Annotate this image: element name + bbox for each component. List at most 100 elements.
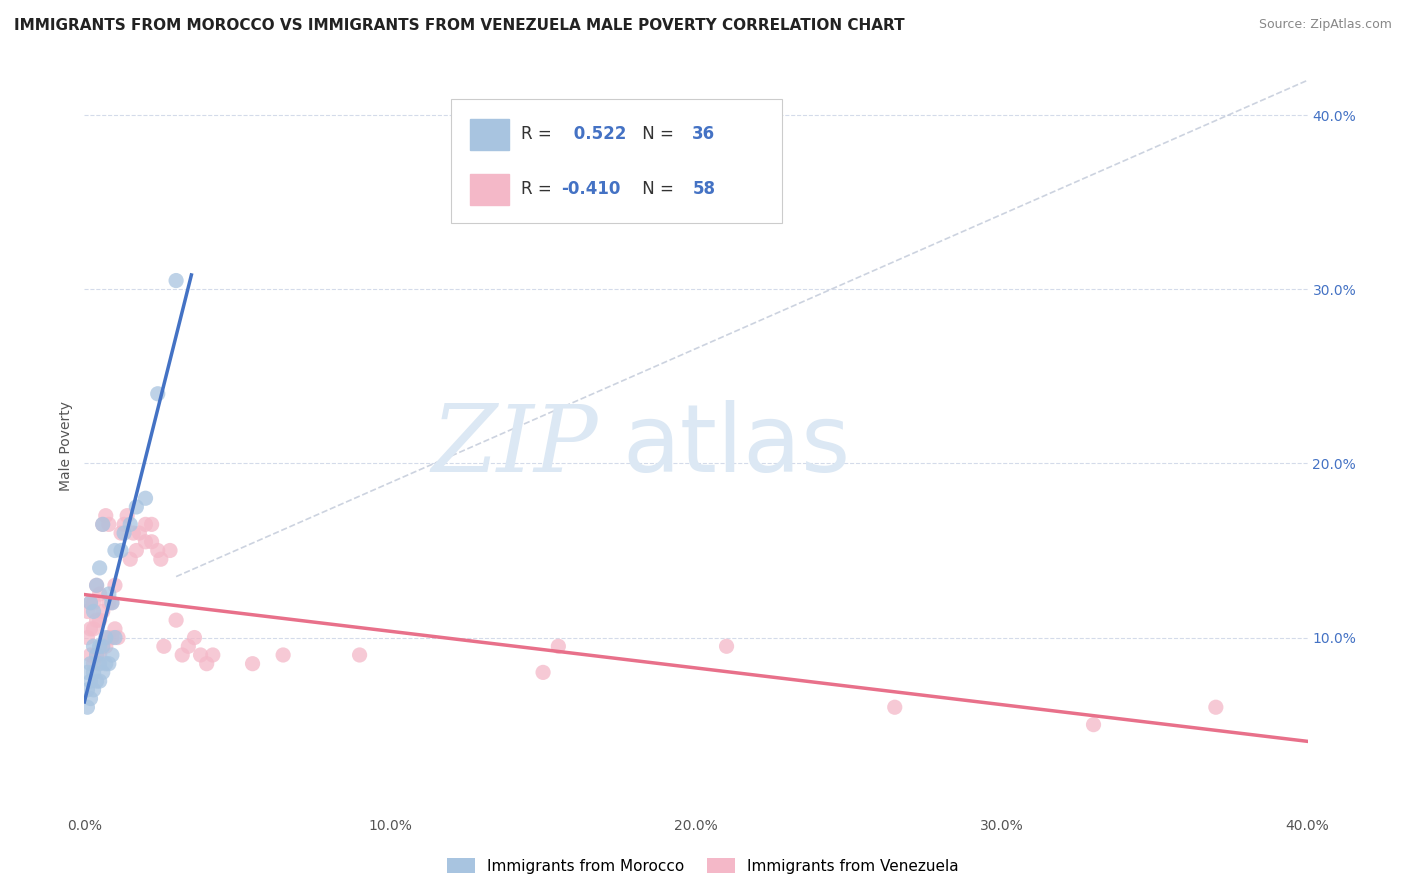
Point xyxy=(76,682,98,697)
Point xyxy=(101,648,124,662)
Text: 0.522: 0.522 xyxy=(568,126,626,144)
Point xyxy=(83,622,105,636)
Point xyxy=(165,613,187,627)
Point xyxy=(91,517,114,532)
Text: R =: R = xyxy=(522,126,557,144)
Point xyxy=(79,691,101,706)
Point xyxy=(195,657,218,671)
Point xyxy=(110,543,132,558)
Point xyxy=(83,665,105,680)
Point xyxy=(135,491,157,506)
Point xyxy=(89,648,111,662)
Point xyxy=(91,604,114,618)
Point xyxy=(83,604,105,618)
Point xyxy=(177,640,200,654)
Point xyxy=(242,657,264,671)
Point xyxy=(89,587,111,601)
Point xyxy=(101,596,124,610)
Point xyxy=(183,631,205,645)
Point xyxy=(172,648,194,662)
Point xyxy=(120,517,142,532)
Point xyxy=(349,648,371,662)
Point xyxy=(112,517,135,532)
Point xyxy=(94,508,117,523)
Point xyxy=(76,700,98,714)
Point xyxy=(104,543,127,558)
Point xyxy=(79,596,101,610)
Point xyxy=(141,517,163,532)
Point xyxy=(94,640,117,654)
Text: atlas: atlas xyxy=(623,400,851,492)
Point xyxy=(110,526,132,541)
Point xyxy=(153,640,176,654)
Point xyxy=(165,274,187,288)
Point xyxy=(89,674,111,689)
Point xyxy=(531,665,554,680)
Point xyxy=(79,674,101,689)
Point xyxy=(104,631,127,645)
Point xyxy=(120,552,142,566)
FancyBboxPatch shape xyxy=(470,174,509,204)
Point xyxy=(89,640,111,654)
Point xyxy=(97,596,120,610)
Point xyxy=(91,517,114,532)
Point xyxy=(112,526,135,541)
Y-axis label: Male Poverty: Male Poverty xyxy=(59,401,73,491)
Point xyxy=(122,526,145,541)
Point xyxy=(76,665,98,680)
Text: R =: R = xyxy=(522,180,557,198)
Text: N =: N = xyxy=(637,126,679,144)
Point xyxy=(115,508,138,523)
Point xyxy=(86,613,108,627)
Point xyxy=(883,700,905,714)
Point xyxy=(79,596,101,610)
Point xyxy=(86,648,108,662)
Point xyxy=(101,596,124,610)
Point xyxy=(83,596,105,610)
FancyBboxPatch shape xyxy=(470,119,509,150)
Point xyxy=(76,604,98,618)
Point xyxy=(79,622,101,636)
Point xyxy=(83,682,105,697)
Point xyxy=(91,640,114,654)
Point xyxy=(107,631,129,645)
Point xyxy=(97,631,120,645)
Point xyxy=(91,640,114,654)
Point xyxy=(141,534,163,549)
Point xyxy=(547,640,569,654)
Text: N =: N = xyxy=(637,180,679,198)
Point xyxy=(79,657,101,671)
Point xyxy=(716,640,738,654)
Point xyxy=(149,552,172,566)
Point xyxy=(86,648,108,662)
Point xyxy=(83,657,105,671)
Text: IMMIGRANTS FROM MOROCCO VS IMMIGRANTS FROM VENEZUELA MALE POVERTY CORRELATION CH: IMMIGRANTS FROM MOROCCO VS IMMIGRANTS FR… xyxy=(14,18,904,33)
Point xyxy=(135,517,157,532)
Point xyxy=(101,631,124,645)
Text: Source: ZipAtlas.com: Source: ZipAtlas.com xyxy=(1258,18,1392,31)
Point xyxy=(79,648,101,662)
Point xyxy=(146,386,169,401)
Point xyxy=(125,500,148,514)
Text: 58: 58 xyxy=(692,180,716,198)
Point xyxy=(83,640,105,654)
Point xyxy=(97,517,120,532)
Point xyxy=(104,578,127,592)
Point xyxy=(91,665,114,680)
Point xyxy=(97,587,120,601)
Text: 36: 36 xyxy=(692,126,716,144)
Point xyxy=(125,543,148,558)
Legend: Immigrants from Morocco, Immigrants from Venezuela: Immigrants from Morocco, Immigrants from… xyxy=(441,852,965,880)
Point xyxy=(89,657,111,671)
Point xyxy=(135,534,157,549)
Point xyxy=(1083,717,1105,731)
Point xyxy=(94,657,117,671)
Point xyxy=(89,561,111,575)
Point xyxy=(94,631,117,645)
Point xyxy=(97,657,120,671)
Point xyxy=(128,526,150,541)
Point xyxy=(201,648,224,662)
FancyBboxPatch shape xyxy=(451,99,782,223)
Point xyxy=(86,578,108,592)
Point xyxy=(146,543,169,558)
